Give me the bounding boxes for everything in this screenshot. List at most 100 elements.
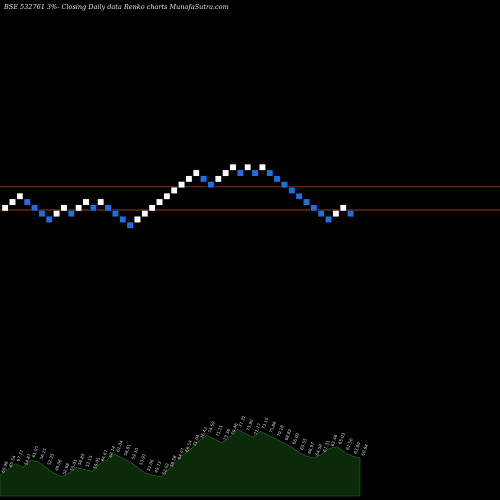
renko-brick-up [244,163,252,171]
renko-brick-down [266,169,274,177]
volume-label: 65.55 [299,437,308,450]
renko-brick-up [192,169,200,177]
renko-brick-down [273,175,281,183]
renko-brick-up [75,204,83,212]
volume-label: 52.15 [85,454,94,467]
level-lines [0,186,500,211]
volume-label: 59.05 [92,456,101,469]
volume-label: 62.46 [330,434,339,447]
renko-brick-down [200,175,207,183]
volume-label: 56.21 [39,447,48,460]
volume-label: 51.06 [146,458,155,471]
volume-label: 71.04 [192,434,201,447]
renko-brick-down [317,210,325,218]
volume-label: 64.67 [100,449,109,462]
renko-brick-up [185,175,193,183]
renko-brick-up [178,181,185,189]
renko-brick-down [281,181,288,189]
volume-label: 66.02 [291,432,300,445]
renko-brick-up [9,198,16,206]
volume-label: 68.97 [307,441,316,454]
renko-brick-up [332,210,340,218]
volume-profile [0,429,361,497]
renko-brick-up [156,198,163,206]
volume-label: 68.14 [107,445,116,458]
renko-brick-down [295,192,303,200]
renko-brick-down [23,198,31,206]
renko-brick-up [148,204,156,212]
volume-label: 76.42 [199,426,208,439]
renko-brick-down [45,216,53,223]
volume-label: 52.35 [46,453,55,466]
renko-brick-up [214,175,222,183]
renko-brick-up [97,198,105,206]
renko-brick-up [1,204,9,212]
volume-label: 61.50 [345,437,354,450]
volume-label: 59.10 [130,447,139,460]
renko-brick-down [89,204,97,212]
renko-brick-down [119,216,127,223]
volume-label: 75.86 [268,420,277,433]
volume-label: 71.77 [253,422,262,435]
renko-brick-down [303,198,310,206]
renko-brick-up [229,163,237,171]
volume-label: 68.82 [284,428,293,441]
volume-label: 73.90 [245,418,254,431]
volume-label: 52.02 [161,462,170,475]
volume-area [0,429,361,497]
renko-brick-down [112,210,119,218]
renko-brick-up [339,204,347,212]
renko-brick-down [31,204,38,212]
volume-label: 73.36 [222,428,231,441]
volume-label: 73.15 [261,416,270,429]
renko-brick-up [259,163,266,171]
volume-label: 60.94 [360,443,369,456]
volume-label: 58.81 [123,443,132,456]
volume-label: 64.07 [176,447,185,460]
volume-label: 68.54 [184,439,193,452]
renko-brick-down [325,216,332,223]
volume-label: 54.87 [23,453,32,466]
renko-bricks [1,163,354,229]
volume-label: 49.73 [153,460,162,473]
renko-brick-down [347,210,354,218]
volume-label: 60.96 [0,460,9,473]
volume-label: 62.04 [115,439,124,452]
volume-label: 58.58 [169,454,178,467]
volume-label: 64.58 [314,443,323,456]
renko-brick-up [222,169,230,177]
volume-label: 56.80 [77,453,86,466]
renko-brick-up [141,210,149,218]
volume-label: 65.03 [337,432,346,445]
volume-label: 53.91 [138,453,147,466]
renko-brick-down [126,221,134,229]
renko-brick-up [170,187,178,194]
volume-label: 67.31 [322,439,331,452]
volume-label: 61.07 [31,445,40,458]
renko-brick-up [60,204,68,212]
volume-label: 79.46 [230,422,239,435]
renko-brick-up [53,210,60,218]
volume-label: 67.77 [16,449,25,462]
renko-brick-up [163,192,171,200]
renko-brick-down [310,204,318,212]
volume-labels: 60.9665.5467.7754.8761.0756.2152.3549.06… [0,415,369,476]
renko-brick-up [134,216,141,223]
volume-label: 52.68 [62,462,71,475]
volume-label: 74.59 [207,420,216,433]
renko-brick-down [236,169,244,177]
renko-brick-down [38,210,46,218]
renko-brick-down [67,210,75,218]
renko-brick-down [207,181,215,189]
chart-title: BSE 532761 3%- Closing Daily data Renko … [3,3,229,11]
volume-label: 65.54 [8,454,17,467]
volume-label: 55.01 [69,458,78,471]
renko-brick-down [104,204,112,212]
renko-brick-up [82,198,90,206]
renko-brick-down [251,169,259,177]
volume-label: 63.80 [353,441,362,454]
renko-brick-down [288,187,296,194]
volume-label: 71.11 [215,424,224,437]
volume-label: 49.06 [54,458,63,471]
